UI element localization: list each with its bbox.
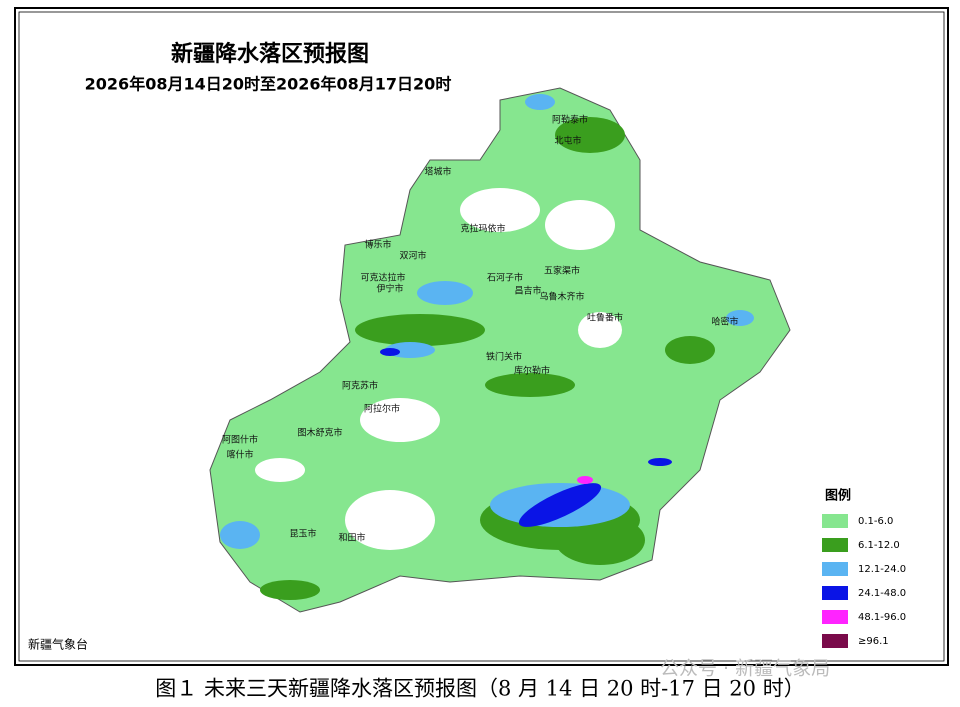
city-label: 伊宁市: [376, 283, 403, 295]
watermark: 公众号 · 新疆气象局: [660, 658, 830, 680]
city-label: 阿拉尔市: [364, 403, 400, 415]
city-label: 博乐市: [364, 239, 391, 251]
city-label: 哈密市: [711, 316, 738, 328]
city-label: 阿勒泰市: [552, 114, 588, 126]
legend-label: 24.1-48.0: [858, 588, 906, 599]
city-label: 图木舒克市: [297, 427, 342, 439]
extreme-area: [577, 476, 593, 484]
subtitle: 2026年08月14日20时至2026年08月17日20时: [85, 75, 452, 94]
legend-swatch: [822, 538, 848, 552]
city-label: 可克达拉市: [360, 272, 405, 284]
legend-swatch: [822, 634, 848, 648]
city-label: 五家渠市: [544, 265, 580, 277]
city-label: 库尔勒市: [514, 365, 550, 377]
map: [209, 87, 791, 613]
city-label: 乌鲁木齐市: [539, 291, 584, 303]
legend-label: 0.1-6.0: [858, 516, 893, 527]
city-label: 和田市: [338, 532, 365, 544]
title: 新疆降水落区预报图: [171, 41, 369, 67]
inner-frame: [18, 11, 945, 662]
legend-swatch: [822, 514, 848, 528]
legend-title: 图例: [825, 488, 851, 504]
legend-label: 48.1-96.0: [858, 612, 906, 623]
legend-swatch: [822, 562, 848, 576]
city-label: 昌吉市: [514, 285, 541, 297]
legend: 图例 0.1-6.0 6.1-12.0 12.1-24.0 24.1-48.0 48.1…: [822, 488, 906, 648]
caption: 图１ 未来三天新疆降水落区预报图（8 月 14 日 20 时-17 日 20 时…: [155, 677, 804, 701]
city-label: 昆玉市: [289, 528, 316, 540]
legend-label: 6.1-12.0: [858, 540, 900, 551]
legend-label: 12.1-24.0: [858, 564, 906, 575]
city-label: 北屯市: [554, 135, 581, 147]
legend-swatch: [822, 586, 848, 600]
legend-swatch: [822, 610, 848, 624]
city-label: 阿克苏市: [342, 380, 378, 392]
region-shape: [209, 87, 791, 613]
city-label: 铁门关市: [486, 351, 522, 363]
dry-areas: [255, 188, 622, 550]
city-label: 吐鲁番市: [587, 312, 623, 324]
legend-label: ≥96.1: [858, 636, 889, 647]
city-label: 克拉玛依市: [460, 223, 505, 235]
agency: 新疆气象台: [28, 637, 88, 652]
city-label: 石河子市: [487, 272, 523, 284]
city-label: 阿图什市: [222, 434, 258, 446]
city-label: 塔城市: [424, 166, 451, 178]
very-heavy-areas: [380, 348, 672, 527]
city-label: 双河市: [399, 250, 426, 262]
city-label: 喀什市: [226, 449, 253, 461]
